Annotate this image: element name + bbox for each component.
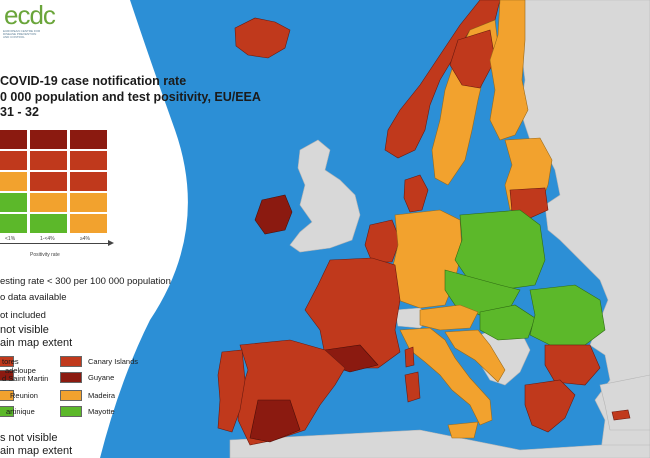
swatch-madeira <box>60 390 82 401</box>
not-included-label: ot included <box>0 310 46 321</box>
swatch-guyane <box>60 372 82 383</box>
sicily <box>447 421 479 439</box>
logo-text: ecdc <box>4 0 56 30</box>
title-line-1: COVID-19 case notification rate <box>0 74 187 88</box>
x-tick-3: ≥4% <box>80 236 90 242</box>
matrix-cell <box>0 214 27 233</box>
ireland <box>254 194 293 235</box>
matrix-cell <box>0 151 27 170</box>
portugal <box>217 349 246 433</box>
region-tores: tores <box>2 357 19 366</box>
testing-rate-note: esting rate < 300 per 100 000 population <box>0 276 171 287</box>
corsica <box>404 346 415 368</box>
denmark <box>403 174 429 213</box>
swatch-guadeloupe <box>0 370 14 381</box>
logo-subtitle: EUROPEAN CENTRE FOR DISEASE PREVENTION A… <box>3 29 41 40</box>
swatch-martinique <box>0 406 14 417</box>
region-madeira: Madeira <box>88 391 116 400</box>
matrix-cell <box>70 172 107 191</box>
ecdc-logo: ecdc EUROPEAN CENTRE FOR DISEASE PREVENT… <box>0 0 60 45</box>
not-visible-1-line-b: ain map extent <box>0 336 73 349</box>
finland <box>489 0 529 141</box>
matrix-cell <box>30 172 67 191</box>
region-guadeloupe: adeloupe <box>5 366 36 375</box>
france <box>304 257 401 369</box>
matrix-cell <box>70 151 107 170</box>
title-line-3: 31 - 32 <box>0 105 39 119</box>
bulgaria <box>544 344 601 386</box>
swatch-reunion <box>0 390 14 401</box>
positivity-axis <box>0 243 110 244</box>
map-title: COVID-19 case notification rate 0 000 po… <box>0 74 261 121</box>
x-tick-1: <1% <box>5 236 16 242</box>
matrix-cell <box>70 193 107 212</box>
non-eu-turkey <box>599 374 650 431</box>
axis-arrow-icon <box>108 240 114 246</box>
region-martinique: artinique <box>6 407 35 416</box>
austria <box>419 304 479 331</box>
matrix-cell <box>0 172 27 191</box>
non-eu-africa <box>229 429 650 458</box>
benelux <box>364 219 401 263</box>
not-visible-2-line-a: s not visible <box>0 432 58 444</box>
greece <box>524 379 576 433</box>
matrix-cell <box>0 193 27 212</box>
region-reunion: Reunion <box>10 391 38 400</box>
germany <box>391 209 463 309</box>
matrix-cell <box>70 130 107 149</box>
title-line-2: 0 000 population and test positivity, EU… <box>0 89 261 104</box>
swatch-canary-islands <box>60 356 82 367</box>
matrix-cell <box>70 214 107 233</box>
region-canary-islands: Canary Islands <box>88 357 139 366</box>
poland <box>454 209 546 291</box>
sardinia <box>404 371 421 403</box>
region-saint-martin: d Saint Martin <box>2 374 49 383</box>
swatch-tores <box>0 356 14 367</box>
matrix-cell <box>30 130 67 149</box>
italy <box>399 327 493 426</box>
not-visible-2-line-b: ain map extent <box>0 444 73 457</box>
sweden-north <box>449 29 496 89</box>
matrix-cell <box>30 193 67 212</box>
matrix-cell <box>0 130 27 149</box>
swatch-mayotte <box>60 406 82 417</box>
x-axis-label: Positivity rate <box>30 252 60 258</box>
matrix-cell <box>30 151 67 170</box>
cyprus <box>611 409 631 421</box>
hungary <box>479 304 536 341</box>
iceland <box>234 17 291 59</box>
x-tick-2: 1-<4% <box>40 236 55 242</box>
no-data-label: o data available <box>0 292 67 303</box>
spain-south-dark <box>249 399 301 443</box>
croatia <box>444 329 506 383</box>
not-visible-1-line-a: not visible <box>0 324 49 336</box>
not-visible-note-1: not visible ain map extent <box>0 324 72 349</box>
not-visible-note-2: s not visible ain map extent <box>0 432 72 457</box>
region-guyane: Guyane <box>88 373 115 382</box>
region-mayotte: Mayotte <box>88 407 115 416</box>
matrix-cell <box>30 214 67 233</box>
non-eu-uk <box>289 139 361 253</box>
